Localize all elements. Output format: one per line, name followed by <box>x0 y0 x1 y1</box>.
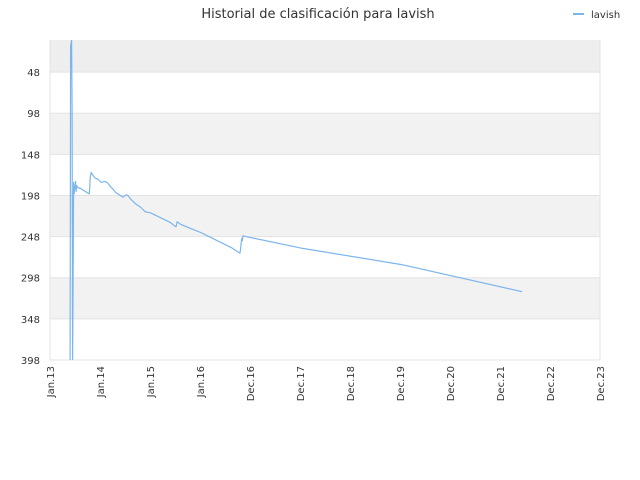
x-tick-label: Dec.17 <box>296 366 307 401</box>
y-tick-label: 148 <box>21 150 40 161</box>
x-tick-label: Dec.23 <box>596 366 607 401</box>
plot-band <box>50 236 600 278</box>
legend[interactable]: lavish <box>573 10 620 21</box>
y-tick-label: 248 <box>21 233 40 244</box>
x-tick-label: Dec.21 <box>496 366 507 401</box>
plot-band <box>50 318 600 360</box>
plot-band <box>50 72 600 114</box>
y-tick-label: 98 <box>27 109 40 120</box>
y-tick-label: 348 <box>21 315 40 326</box>
x-tick-label: Jan.14 <box>96 366 107 398</box>
chart-title: Historial de clasificación para lavish <box>201 7 434 22</box>
x-tick-label: Dec.20 <box>446 366 457 401</box>
series-layer <box>69 40 523 360</box>
x-tick-label: Jan.16 <box>196 366 207 398</box>
plot-band <box>50 277 600 319</box>
y-tick-label: 298 <box>21 274 40 285</box>
x-axis: Jan.13 Jan.14 Jan.15 Jan.16 Dec.16 Dec.17 Dec.… <box>46 366 607 401</box>
plot-background-bands <box>50 40 600 360</box>
x-tick-label: Dec.16 <box>246 366 257 401</box>
grid-lines <box>49 40 601 361</box>
x-tick-label: Dec.22 <box>546 366 557 401</box>
x-tick-label: Jan.15 <box>146 366 157 398</box>
y-axis: 48 98 148 198 248 298 348 398 <box>21 68 40 367</box>
y-tick-label: 48 <box>27 68 40 79</box>
series-line-lavish <box>69 40 523 360</box>
x-tick-label: Dec.19 <box>396 366 407 401</box>
plot-band <box>50 195 600 237</box>
legend-label-lavish: lavish <box>591 10 620 21</box>
plot-band <box>50 154 600 196</box>
y-tick-label: 398 <box>21 356 40 367</box>
y-tick-label: 198 <box>21 191 40 202</box>
plot-band <box>50 40 600 73</box>
x-tick-label: Jan.13 <box>46 366 57 398</box>
x-tick-label: Dec.18 <box>346 366 357 401</box>
plot-band <box>50 113 600 155</box>
